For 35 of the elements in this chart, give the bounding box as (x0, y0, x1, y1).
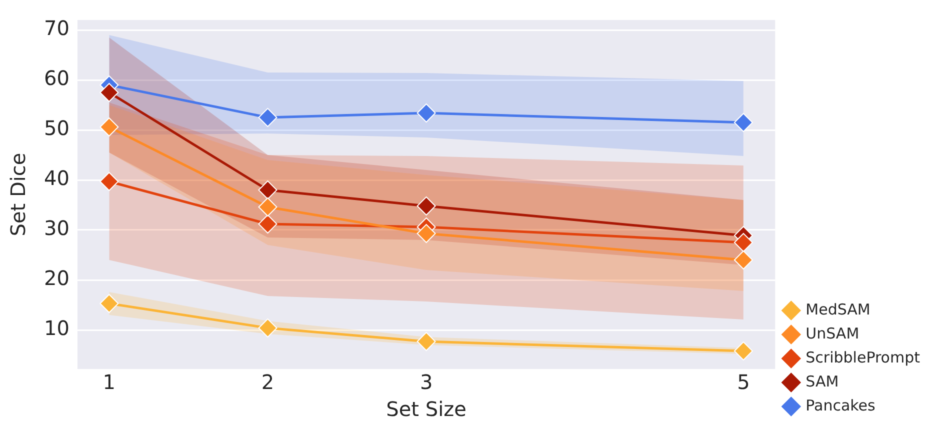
legend-label: UnSAM (806, 324, 860, 342)
x-tick-label: 2 (261, 370, 274, 394)
point (258, 214, 278, 234)
legend-label: MedSAM (806, 300, 870, 318)
point (100, 83, 119, 102)
point (258, 108, 278, 127)
legend-label: Pancakes (806, 396, 876, 414)
point (734, 113, 753, 132)
legend-label: SAM (806, 372, 839, 390)
point (258, 318, 278, 338)
point (734, 233, 753, 252)
x-tick-label: 5 (737, 370, 750, 394)
point (100, 118, 119, 136)
point (734, 250, 753, 270)
x-tick-label: 1 (102, 370, 116, 394)
y-tick-label: 10 (44, 316, 70, 340)
point (416, 224, 436, 243)
y-tick-label: 20 (44, 266, 70, 290)
y-tick-label: 50 (44, 116, 70, 140)
point (100, 172, 119, 191)
y-tick-label: 70 (44, 16, 70, 40)
y-tick-label: 30 (44, 216, 70, 240)
point (258, 180, 278, 200)
y-tick-label: 60 (44, 66, 70, 90)
point (100, 294, 119, 313)
y-tick-label: 40 (44, 166, 70, 190)
point (258, 198, 278, 216)
point (734, 342, 753, 360)
x-axis-title: Set Size (386, 397, 466, 422)
point (416, 332, 436, 351)
point (416, 104, 436, 122)
x-tick-label: 3 (420, 370, 433, 394)
point (416, 196, 436, 216)
y-axis-title: Set Dice (6, 152, 30, 236)
legend-label: ScribblePrompt (806, 348, 920, 366)
